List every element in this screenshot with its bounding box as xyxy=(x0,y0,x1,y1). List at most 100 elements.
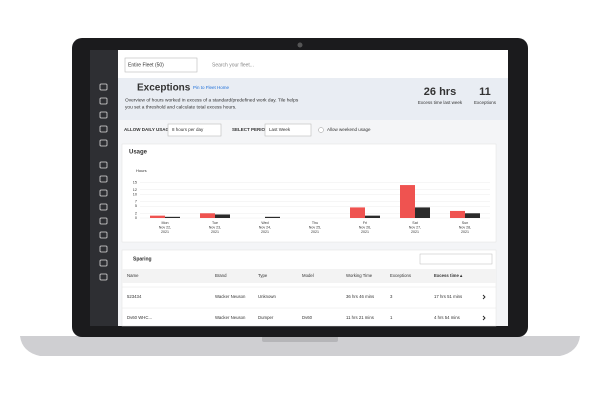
x-tick-label: 2021 xyxy=(211,230,219,234)
filter-label: SELECT PERIOD xyxy=(232,127,269,132)
nav-icon[interactable] xyxy=(99,175,108,183)
table-cell: 36 hrs 46 mins xyxy=(346,294,374,299)
table-cell: 523434 xyxy=(127,294,142,299)
table-cell: 3 xyxy=(390,294,393,299)
camera xyxy=(297,42,303,48)
x-tick-label: Fri xyxy=(363,221,367,225)
row-chevron[interactable] xyxy=(482,294,486,300)
bar xyxy=(265,216,280,218)
nav-icon[interactable] xyxy=(99,259,108,267)
column-header: Type xyxy=(258,273,268,278)
table-search[interactable] xyxy=(419,253,493,265)
table-cell: 4 hrs 54 mins xyxy=(434,315,460,320)
nav-icon[interactable] xyxy=(99,161,108,169)
stat-value: 11 xyxy=(479,86,491,98)
y-tick-label: 15 xyxy=(133,181,137,185)
nav-icon[interactable] xyxy=(99,125,108,133)
page-title: Exceptions xyxy=(137,83,191,94)
x-tick-label: 2021 xyxy=(161,230,169,234)
column-header: Brand xyxy=(215,273,227,278)
description: you set a threshold and calculate total … xyxy=(125,104,236,110)
weekend-toggle[interactable] xyxy=(318,127,324,133)
nav-icon[interactable] xyxy=(99,273,108,281)
x-tick-label: Nov 22, xyxy=(159,225,171,229)
row-chevron[interactable] xyxy=(482,315,486,321)
bar xyxy=(200,213,215,218)
x-tick-label: Mon xyxy=(162,221,169,225)
x-tick-label: Nov 28, xyxy=(459,225,471,229)
nav-icon[interactable] xyxy=(99,83,108,91)
filter-value: Last Week xyxy=(269,127,291,132)
laptop-base xyxy=(20,336,580,356)
column-header: Model xyxy=(302,273,314,278)
x-tick-label: Sun xyxy=(462,221,468,225)
y-tick-label: 12 xyxy=(133,188,137,192)
x-tick-label: Nov 26, xyxy=(359,225,371,229)
nav-icon[interactable] xyxy=(99,245,108,253)
table-cell: Dumper xyxy=(258,315,274,320)
y-tick-label: 5 xyxy=(135,204,137,208)
y-tick-label: 7 xyxy=(135,200,137,204)
fleet-select[interactable] xyxy=(124,57,198,73)
stat-label: Excess time last week xyxy=(418,100,463,105)
header xyxy=(118,78,508,120)
fleet-select-text: Entire Fleet (50) xyxy=(128,62,164,68)
nav-icon[interactable] xyxy=(99,189,108,197)
bar xyxy=(150,215,165,218)
table-cell: Dv60 WHC... xyxy=(127,315,152,320)
nav-icon[interactable] xyxy=(99,139,108,147)
nav-icon[interactable] xyxy=(99,97,108,105)
table-cell: 11 hrs 21 mins xyxy=(346,315,374,320)
table-title: Sparing xyxy=(133,256,152,262)
x-tick-label: 2021 xyxy=(461,230,469,234)
nav-icon[interactable] xyxy=(99,111,108,119)
description: Overview of hours worked in excess of a … xyxy=(125,97,299,103)
column-header: Excess time ▴ xyxy=(434,273,463,278)
x-tick-label: Sat xyxy=(412,221,417,225)
bar xyxy=(365,215,380,218)
search-input[interactable]: Search your fleet... xyxy=(212,62,254,68)
x-tick-label: Wed xyxy=(261,221,268,225)
x-tick-label: Tue xyxy=(212,221,218,225)
nav-icon[interactable] xyxy=(99,217,108,225)
table-cell: Unknown xyxy=(258,294,277,299)
pin-link[interactable]: Pin to Fleet Home xyxy=(193,85,230,90)
nav-icon[interactable] xyxy=(99,203,108,211)
column-header: Exceptions xyxy=(390,273,411,278)
nav-icon[interactable] xyxy=(99,231,108,239)
y-tick-label: 10 xyxy=(133,192,137,196)
filter-label: Allow weekend usage xyxy=(327,127,371,132)
bar xyxy=(215,214,230,218)
x-tick-label: Nov 25, xyxy=(309,225,321,229)
y-axis-label: Hours xyxy=(136,168,147,173)
x-tick-label: 2021 xyxy=(261,230,269,234)
table-header xyxy=(122,269,496,283)
sidebar xyxy=(90,50,118,326)
x-tick-label: 2021 xyxy=(311,230,319,234)
x-tick-label: 2021 xyxy=(411,230,419,234)
laptop-notch xyxy=(262,336,338,342)
table-cell: Dv60 xyxy=(302,315,313,320)
column-header: Working Time xyxy=(346,273,373,278)
bar xyxy=(165,216,180,218)
bar xyxy=(450,210,465,218)
table-cell: Wacker Neuson xyxy=(215,294,246,299)
filter-value: 8 hours per day xyxy=(172,127,204,132)
usage-panel xyxy=(121,143,497,243)
x-tick-label: Thu xyxy=(312,221,318,225)
y-tick-label: 2 xyxy=(135,211,137,215)
x-tick-label: Nov 24, xyxy=(259,225,271,229)
column-header: Name xyxy=(127,273,139,278)
table-cell: 17 hrs 51 mins xyxy=(434,294,462,299)
table-cell: Wacker Neuson xyxy=(215,315,246,320)
daily-usage-select[interactable] xyxy=(167,123,222,137)
period-select[interactable] xyxy=(264,123,312,137)
x-tick-label: Nov 27, xyxy=(409,225,421,229)
stat-label: Exceptions xyxy=(474,100,497,105)
x-tick-label: Nov 23, xyxy=(209,225,221,229)
stat-value: 26 hrs xyxy=(424,86,456,98)
bar xyxy=(465,213,480,218)
table-cell: 1 xyxy=(390,315,393,320)
